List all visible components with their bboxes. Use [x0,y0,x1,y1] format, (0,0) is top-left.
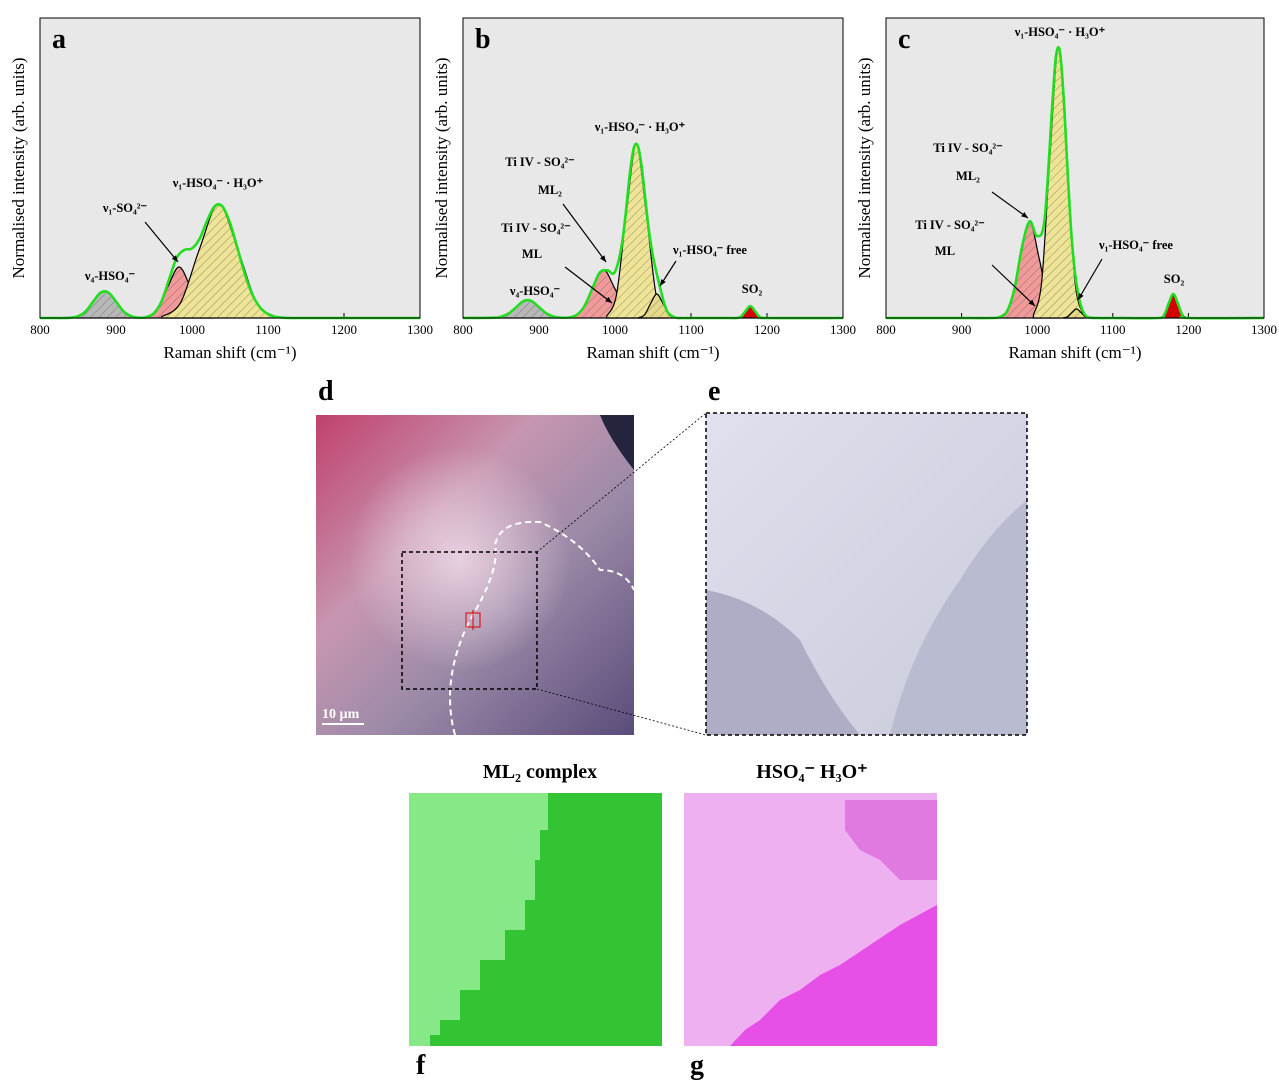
y-axis-label: Normalised intensity (arb. units) [432,58,451,279]
x-axis-label: Raman shift (cm⁻¹) [586,343,719,362]
y-axis-label: Normalised intensity (arb. units) [9,58,28,279]
micrograph-d: 10 µm [316,412,707,736]
micrograph-e [705,412,1028,736]
arrow-head [605,296,612,303]
annotation: Ti IV - SO₄²⁻ [501,221,571,235]
annotation: ML₂ [956,169,980,183]
chart: 800 900 1000 1100 1200 1300 a Raman shift (cm⁻¹… [9,17,433,362]
annotation: SO₂ [1164,272,1185,286]
panel-label: a [52,24,66,55]
x-tick-label: 900 [106,322,126,337]
y-axis-label: Normalised intensity (arb. units) [855,58,874,279]
annotation: SO₂ [742,282,763,296]
x-tick-label: 1300 [407,322,433,337]
chart: 800 900 1000 1100 1200 1300 c Raman shift (cm⁻¹… [855,17,1277,362]
x-tick-label: 900 [952,322,972,337]
annotation: ν₁-HSO₄⁻ · H₃O⁺ [172,176,264,190]
chart: 800 900 1000 1100 1200 1300 b Raman shift (cm⁻¹… [432,17,856,362]
x-tick-label: 800 [30,322,50,337]
map-title: HSO₄⁻ H₃O⁺ [756,761,867,783]
panel-label: c [898,24,910,55]
x-tick-label: 1000 [179,322,205,337]
x-tick-label: 1300 [1251,322,1277,337]
plot-border [885,17,1265,319]
x-tick-label: 900 [529,322,549,337]
x-axis-label: Raman shift (cm⁻¹) [163,343,296,362]
arrow-head [599,255,606,262]
arrow-head [171,255,178,262]
plot-border [39,17,421,319]
x-tick-label: 1100 [1100,322,1126,337]
panel-label: b [475,24,491,55]
x-tick-label: 1100 [678,322,704,337]
plot-border [462,17,844,319]
x-tick-label: 1200 [754,322,780,337]
x-tick-label: 1000 [1024,322,1050,337]
annotation: ν₁-HSO₄⁻ · H₃O⁺ [1014,25,1106,39]
annotation: ν₁-HSO₄⁻ · H₃O⁺ [594,120,686,134]
annotation: ML [935,244,955,258]
annotation-arrow [991,191,1029,219]
panel-label: g [690,1050,704,1081]
annotation-arrow [564,266,613,304]
scale-bar-label: 10 µm [322,707,360,722]
x-tick-label: 1200 [1175,322,1201,337]
panel-label: f [416,1050,426,1081]
map-g [684,793,937,1046]
x-tick-label: 1100 [255,322,281,337]
annotation-arrow [1077,258,1103,301]
panel-label: e [708,376,720,407]
x-tick-label: 800 [876,322,896,337]
arrow-head [1021,212,1028,218]
annotation: ν₁-HSO₄⁻ free [672,243,747,257]
x-tick-label: 800 [453,322,473,337]
annotation: ν₁-SO₄²⁻ [102,201,148,215]
map-title: ML₂ complex [483,761,597,783]
annotation: Ti IV - SO₄²⁻ [505,155,575,169]
envelope-line [886,46,1265,320]
x-tick-label: 1200 [331,322,357,337]
x-tick-label: 1000 [602,322,628,337]
arrow-head [1028,299,1035,306]
annotation: ν₄-HSO₄⁻ [84,269,136,283]
panel-label: d [318,376,334,407]
annotation-arrow [144,221,179,263]
annotation: ML [522,247,542,261]
x-tick-label: 1300 [830,322,856,337]
annotation-arrow [562,203,607,263]
annotation: Ti IV - SO₄²⁻ [933,141,1003,155]
annotation: Ti IV - SO₄²⁻ [915,218,985,232]
annotation: ML₂ [538,183,562,197]
arrow-head [660,279,666,286]
annotation-arrow [991,264,1036,307]
arrow-head [1078,293,1084,300]
x-axis-label: Raman shift (cm⁻¹) [1008,343,1141,362]
annotation: ν₄-HSO₄⁻ [509,284,561,298]
annotation: ν₁-HSO₄⁻ free [1098,238,1173,252]
map-f [409,793,662,1046]
